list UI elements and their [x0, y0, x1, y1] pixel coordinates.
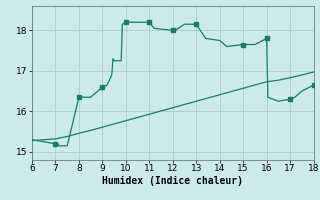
X-axis label: Humidex (Indice chaleur): Humidex (Indice chaleur)	[102, 176, 243, 186]
